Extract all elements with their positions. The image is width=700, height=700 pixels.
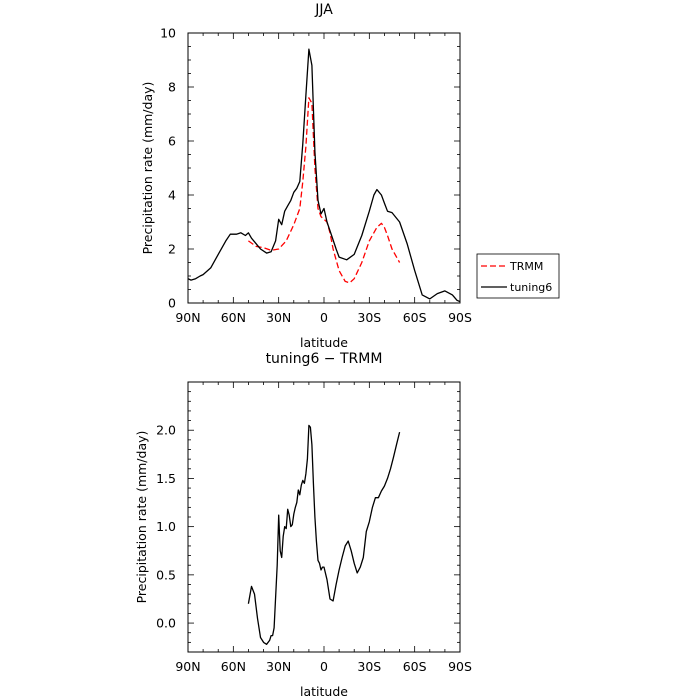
x-tick-label: 30N bbox=[266, 310, 291, 325]
x-tick-label: 60S bbox=[403, 659, 427, 674]
chart-jja: JJA 0 2 4 6 8 10 90N 60N 30N 0 30S 60S 90S latitude… bbox=[140, 2, 560, 350]
x-tick-label: 60S bbox=[403, 310, 427, 325]
chart-difference: tuning6 − TRMM 0.0 0.5 1.0 1.5 2.0 90N 60N 30N… bbox=[134, 351, 472, 699]
x-tick-labels: 90N 60N 30N 0 30S 60S 90S bbox=[175, 310, 472, 325]
series-lines bbox=[247, 424, 401, 645]
legend: TRMM tuning6 bbox=[476, 253, 560, 299]
y-tick-labels: 0 2 4 6 8 10 bbox=[160, 26, 176, 311]
y-tick-label: 0.0 bbox=[156, 616, 176, 631]
y-tick-label: 0 bbox=[168, 296, 176, 311]
plot-frame bbox=[187, 381, 461, 653]
legend-label-trmm: TRMM bbox=[509, 260, 543, 273]
y-tick-label: 0.5 bbox=[156, 567, 176, 582]
x-axis-label: latitude bbox=[300, 684, 348, 699]
legend-label-tuning6: tuning6 bbox=[510, 281, 552, 294]
x-tick-label: 0 bbox=[320, 659, 328, 674]
y-tick-label: 2 bbox=[168, 242, 176, 257]
x-tick-label: 0 bbox=[320, 310, 328, 325]
x-tick-label: 30S bbox=[357, 659, 381, 674]
y-tick-label: 4 bbox=[168, 188, 176, 203]
chart-title: tuning6 − TRMM bbox=[266, 351, 383, 367]
series-line bbox=[247, 424, 401, 645]
y-tick-label: 1.0 bbox=[156, 519, 176, 534]
legend-box bbox=[476, 253, 560, 299]
x-tick-label: 60N bbox=[221, 310, 246, 325]
tick-marks bbox=[187, 32, 461, 304]
y-tick-label: 1.5 bbox=[156, 471, 176, 486]
y-axis-label: Precipitation rate (mm/day) bbox=[140, 82, 155, 255]
x-tick-label: 30S bbox=[357, 310, 381, 325]
y-tick-label: 10 bbox=[160, 26, 176, 41]
y-axis-label: Precipitation rate (mm/day) bbox=[134, 431, 149, 604]
x-tick-label: 60N bbox=[221, 659, 246, 674]
series-line-tuning6 bbox=[187, 48, 461, 303]
y-tick-labels: 0.0 0.5 1.0 1.5 2.0 bbox=[156, 423, 176, 631]
series-lines bbox=[187, 48, 461, 303]
x-tick-label: 90S bbox=[448, 310, 472, 325]
tick-marks bbox=[187, 381, 461, 652]
chart-title: JJA bbox=[314, 2, 333, 18]
x-axis-label: latitude bbox=[300, 335, 348, 350]
x-tick-labels: 90N 60N 30N 0 30S 60S 90S bbox=[175, 659, 472, 674]
x-tick-label: 90S bbox=[448, 659, 472, 674]
y-tick-label: 2.0 bbox=[156, 423, 176, 438]
y-tick-label: 6 bbox=[168, 134, 176, 149]
plot-frame bbox=[187, 32, 461, 304]
x-tick-label: 90N bbox=[175, 659, 200, 674]
x-tick-label: 30N bbox=[266, 659, 291, 674]
x-tick-label: 90N bbox=[175, 310, 200, 325]
y-tick-label: 8 bbox=[168, 80, 176, 95]
